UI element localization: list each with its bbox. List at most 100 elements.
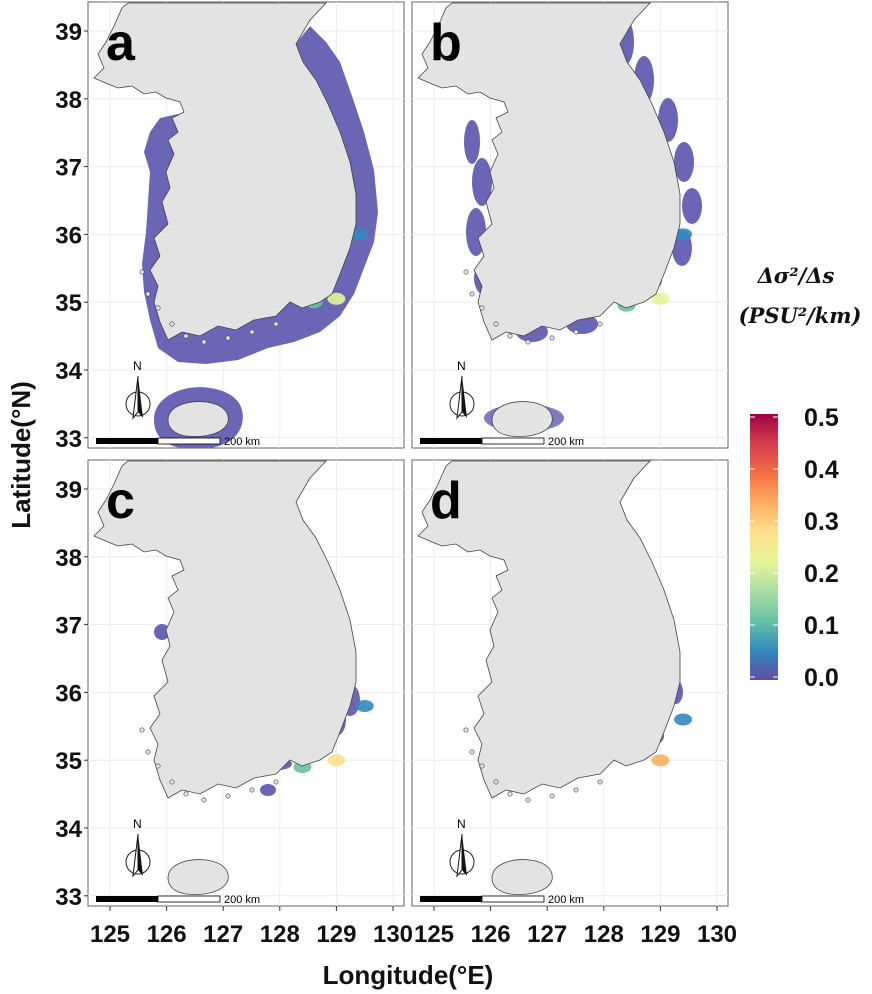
small-island bbox=[493, 779, 499, 785]
gradient-hotspot bbox=[651, 754, 670, 767]
panel-label: c bbox=[106, 472, 135, 530]
y-tick-label: 34 bbox=[55, 816, 82, 843]
small-island bbox=[201, 339, 207, 345]
scale-bar: 200 km bbox=[420, 436, 584, 448]
north-label: N bbox=[133, 359, 142, 373]
small-island bbox=[139, 727, 145, 733]
buffer-patch bbox=[260, 784, 276, 796]
small-island bbox=[469, 749, 475, 755]
north-label: N bbox=[457, 359, 466, 373]
buffer-patch bbox=[154, 624, 170, 640]
y-tick-label: 37 bbox=[55, 155, 82, 182]
small-island bbox=[225, 793, 231, 799]
small-island bbox=[169, 321, 175, 327]
small-island bbox=[493, 321, 499, 327]
y-axis-title: Latitude(°N) bbox=[6, 381, 36, 529]
gradient-hotspot bbox=[355, 699, 374, 712]
scale-bar: 200 km bbox=[96, 436, 260, 448]
y-tick-label: 34 bbox=[55, 358, 82, 385]
scale-bar-label: 200 km bbox=[548, 436, 584, 448]
y-tick-label: 37 bbox=[55, 613, 82, 640]
x-tick-label: 128 bbox=[584, 921, 624, 948]
gradient-hotspot bbox=[674, 713, 693, 726]
small-island bbox=[479, 305, 485, 311]
y-tick-label: 35 bbox=[55, 748, 82, 775]
small-island bbox=[507, 333, 513, 339]
small-island bbox=[507, 791, 513, 797]
small-island bbox=[183, 333, 189, 339]
x-tick-label: 125 bbox=[90, 921, 130, 948]
y-tick-label: 38 bbox=[55, 545, 82, 572]
x-tick-label: 130 bbox=[373, 921, 413, 948]
x-tick-label: 128 bbox=[260, 921, 300, 948]
y-tick-label: 33 bbox=[55, 426, 82, 453]
buffer-patch bbox=[674, 142, 694, 182]
small-island bbox=[249, 329, 255, 335]
buffer-patch bbox=[464, 120, 480, 164]
small-island bbox=[463, 269, 469, 275]
korean-peninsula-land bbox=[417, 2, 681, 341]
scale-bar: 200 km bbox=[420, 894, 584, 906]
korean-peninsula-land bbox=[93, 2, 357, 341]
map-panel-b: b N 200 km bbox=[411, 1, 729, 449]
legend-colorbar bbox=[750, 414, 778, 680]
north-arrow-icon: N bbox=[449, 359, 475, 420]
x-tick-label: 130 bbox=[697, 921, 737, 948]
y-tick-label: 36 bbox=[55, 680, 82, 707]
x-tick-label: 127 bbox=[527, 921, 567, 948]
small-island bbox=[139, 269, 145, 275]
x-tick-label: 125 bbox=[414, 921, 454, 948]
legend-tick-label: 0.2 bbox=[804, 560, 839, 588]
north-arrow-icon: N bbox=[449, 817, 475, 878]
scale-bar: 200 km bbox=[96, 894, 260, 906]
legend-title-line2: (PSU²/km) bbox=[739, 303, 862, 328]
legend-tick-label: 0.3 bbox=[804, 508, 839, 536]
x-tick-label: 126 bbox=[471, 921, 511, 948]
north-arrow-icon: N bbox=[125, 359, 151, 420]
gradient-hotspot bbox=[327, 754, 346, 767]
buffer-patch bbox=[682, 188, 702, 224]
small-island bbox=[597, 779, 603, 785]
y-tick-label: 39 bbox=[55, 19, 82, 46]
scale-bar-label: 200 km bbox=[224, 436, 260, 448]
buffer-patch bbox=[472, 158, 492, 206]
x-tick-label: 127 bbox=[203, 921, 243, 948]
y-tick-label: 36 bbox=[55, 222, 82, 249]
small-island bbox=[479, 763, 485, 769]
legend-tick-label: 0.1 bbox=[804, 612, 839, 640]
korean-peninsula-land bbox=[417, 460, 681, 799]
legend-tick-label: 0.0 bbox=[804, 664, 839, 692]
scale-bar-label: 200 km bbox=[224, 894, 260, 906]
north-label: N bbox=[133, 817, 142, 831]
panel-label: a bbox=[106, 14, 136, 72]
jeju-island-land bbox=[491, 859, 553, 895]
small-island bbox=[525, 339, 531, 345]
panel-label: b bbox=[430, 14, 462, 72]
x-tick-label: 129 bbox=[316, 921, 356, 948]
y-tick-label: 38 bbox=[55, 87, 82, 114]
x-tick-label: 129 bbox=[640, 921, 680, 948]
y-tick-label: 33 bbox=[55, 884, 82, 911]
north-label: N bbox=[457, 817, 466, 831]
small-island bbox=[169, 779, 175, 785]
x-axis-title: Longitude(°E) bbox=[323, 960, 494, 990]
map-panel-c: c N 200 km bbox=[87, 459, 405, 907]
gradient-hotspot bbox=[327, 292, 346, 305]
scale-bar-label: 200 km bbox=[548, 894, 584, 906]
map-panel-d: d N 200 km bbox=[411, 459, 729, 907]
jeju-island-land bbox=[167, 401, 229, 437]
small-island bbox=[597, 321, 603, 327]
y-tick-label: 35 bbox=[55, 290, 82, 317]
small-island bbox=[145, 749, 151, 755]
small-island bbox=[183, 791, 189, 797]
small-island bbox=[273, 321, 279, 327]
gradient-hotspot bbox=[651, 292, 670, 305]
small-island bbox=[469, 291, 475, 297]
small-island bbox=[201, 797, 207, 803]
small-island bbox=[225, 335, 231, 341]
small-island bbox=[573, 787, 579, 793]
small-island bbox=[155, 763, 161, 769]
x-tick-label: 126 bbox=[147, 921, 187, 948]
y-tick-label: 39 bbox=[55, 477, 82, 504]
